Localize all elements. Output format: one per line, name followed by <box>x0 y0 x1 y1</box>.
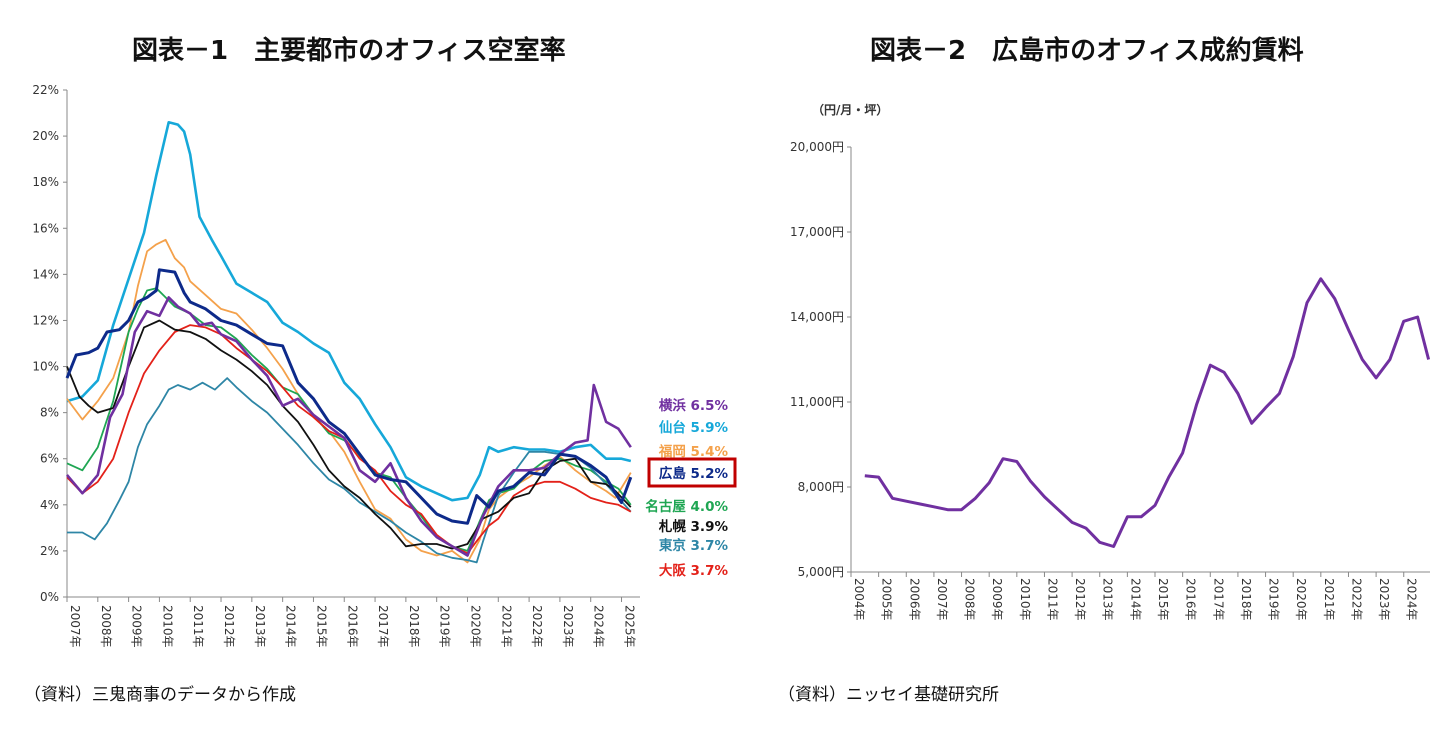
x-tick-label: 2012年 <box>222 605 236 648</box>
y-tick-label: 0% <box>40 590 59 604</box>
x-tick-label: 2025年 <box>623 605 637 648</box>
series-line-広島 <box>65 268 633 525</box>
x-tick-label: 2008年 <box>99 605 113 648</box>
y-tick-label: 14,000円 <box>790 310 844 324</box>
x-tick-label: 2016年 <box>345 605 359 648</box>
y-tick-label: 22% <box>32 83 59 97</box>
rent-chart: （円/月・坪） 5,000円 8,000円 11,000円 14,000円 17,000円… <box>790 102 1431 621</box>
x-tick-label: 2008年 <box>963 578 977 621</box>
x-tick-label: 2013年 <box>253 605 267 648</box>
x-tick-label: 2023年 <box>561 605 575 648</box>
y-tick-label: 6% <box>40 452 59 466</box>
y-tick-label: 17,000円 <box>790 225 844 239</box>
y-tick-label: 4% <box>40 498 59 512</box>
vacancy-rate-chart: 0% 2% 4% 6% 8% 10% 12% 14% 16% 18% 20% 22% 2007年 2008… <box>32 83 737 648</box>
series-line-大阪 <box>66 324 632 555</box>
x-tick-label: 2010年 <box>1018 578 1032 621</box>
series-line-名古屋 <box>66 287 632 552</box>
x-tick-label: 2022年 <box>1349 578 1363 621</box>
series-label-横浜: 横浜 6.5% <box>659 397 729 414</box>
left-chart-title: 図表－1 主要都市のオフィス空室率 <box>132 36 566 66</box>
x-tick-label: 2019年 <box>438 605 452 648</box>
x-tick-label: 2017年 <box>376 605 390 648</box>
x-tick-label: 2006年 <box>907 578 921 621</box>
x-tick-label: 2004年 <box>852 578 866 621</box>
x-tick-label: 2022年 <box>530 605 544 648</box>
series-label-仙台: 仙台 5.9% <box>659 419 729 436</box>
rent-series-line <box>864 277 1431 548</box>
series-label-札幌: 札幌 3.9% <box>658 518 729 535</box>
x-tick-label: 2010年 <box>160 605 174 648</box>
x-tick-label: 2011年 <box>191 605 205 648</box>
y-unit-label: （円/月・坪） <box>812 102 888 117</box>
x-tick-label: 2015年 <box>314 605 328 648</box>
x-tick-label: 2023年 <box>1377 578 1391 621</box>
y-tick-label: 20% <box>32 129 59 143</box>
y-tick-label: 12% <box>32 313 59 327</box>
highlight-label-box <box>647 457 737 488</box>
y-tick-label: 5,000円 <box>798 565 844 579</box>
y-tick-label: 11,000円 <box>790 395 844 409</box>
series-label-名古屋: 名古屋 4.0% <box>645 498 728 515</box>
x-tick-label: 2017年 <box>1211 578 1225 621</box>
x-tick-label: 2014年 <box>284 605 298 648</box>
y-tick-label: 8% <box>40 406 59 420</box>
x-tick-label: 2015年 <box>1156 578 1170 621</box>
y-tick-label: 2% <box>40 544 59 558</box>
series-line-仙台 <box>66 121 632 502</box>
left-chart-source: （資料）三鬼商事のデータから作成 <box>24 685 296 705</box>
x-tick-label: 2011年 <box>1045 578 1059 621</box>
y-tick-label: 14% <box>32 267 59 281</box>
x-tick-label: 2013年 <box>1101 578 1115 621</box>
series-label-福岡: 福岡 5.4% <box>658 443 729 460</box>
x-tick-label: 2007年 <box>935 578 949 621</box>
x-tick-label: 2012年 <box>1073 578 1087 621</box>
series-line-札幌 <box>66 319 632 550</box>
y-tick-label: 10% <box>32 360 59 374</box>
x-tick-label: 2014年 <box>1128 578 1142 621</box>
x-tick-label: 2005年 <box>880 578 894 621</box>
x-tick-label: 2024年 <box>592 605 606 648</box>
y-tick-label: 16% <box>32 221 59 235</box>
x-tick-label: 2021年 <box>499 605 513 648</box>
x-tick-label: 2018年 <box>1239 578 1253 621</box>
series-line-福岡 <box>66 238 632 564</box>
series-label-広島: 広島 5.2% <box>659 465 729 482</box>
series-label-大阪: 大阪 3.7% <box>659 562 729 579</box>
x-tick-label: 2016年 <box>1184 578 1198 621</box>
x-tick-label: 2009年 <box>990 578 1004 621</box>
x-tick-label: 2024年 <box>1405 578 1419 621</box>
right-chart-source: （資料）ニッセイ基礎研究所 <box>778 685 999 705</box>
series-line-東京 <box>67 377 632 564</box>
x-tick-label: 2021年 <box>1322 578 1336 621</box>
y-tick-label: 20,000円 <box>790 140 844 154</box>
series-label-東京: 東京 3.7% <box>659 537 729 554</box>
x-tick-label: 2020年 <box>1294 578 1308 621</box>
x-tick-label: 2007年 <box>68 605 82 648</box>
x-tick-label: 2018年 <box>407 605 421 648</box>
right-chart-title: 図表－2 広島市のオフィス成約賃料 <box>870 36 1304 66</box>
x-tick-label: 2019年 <box>1267 578 1281 621</box>
x-tick-label: 2020年 <box>468 605 482 648</box>
y-tick-label: 8,000円 <box>798 480 844 494</box>
y-tick-label: 18% <box>32 175 59 189</box>
series-line-横浜 <box>66 296 632 557</box>
x-tick-label: 2009年 <box>130 605 144 648</box>
